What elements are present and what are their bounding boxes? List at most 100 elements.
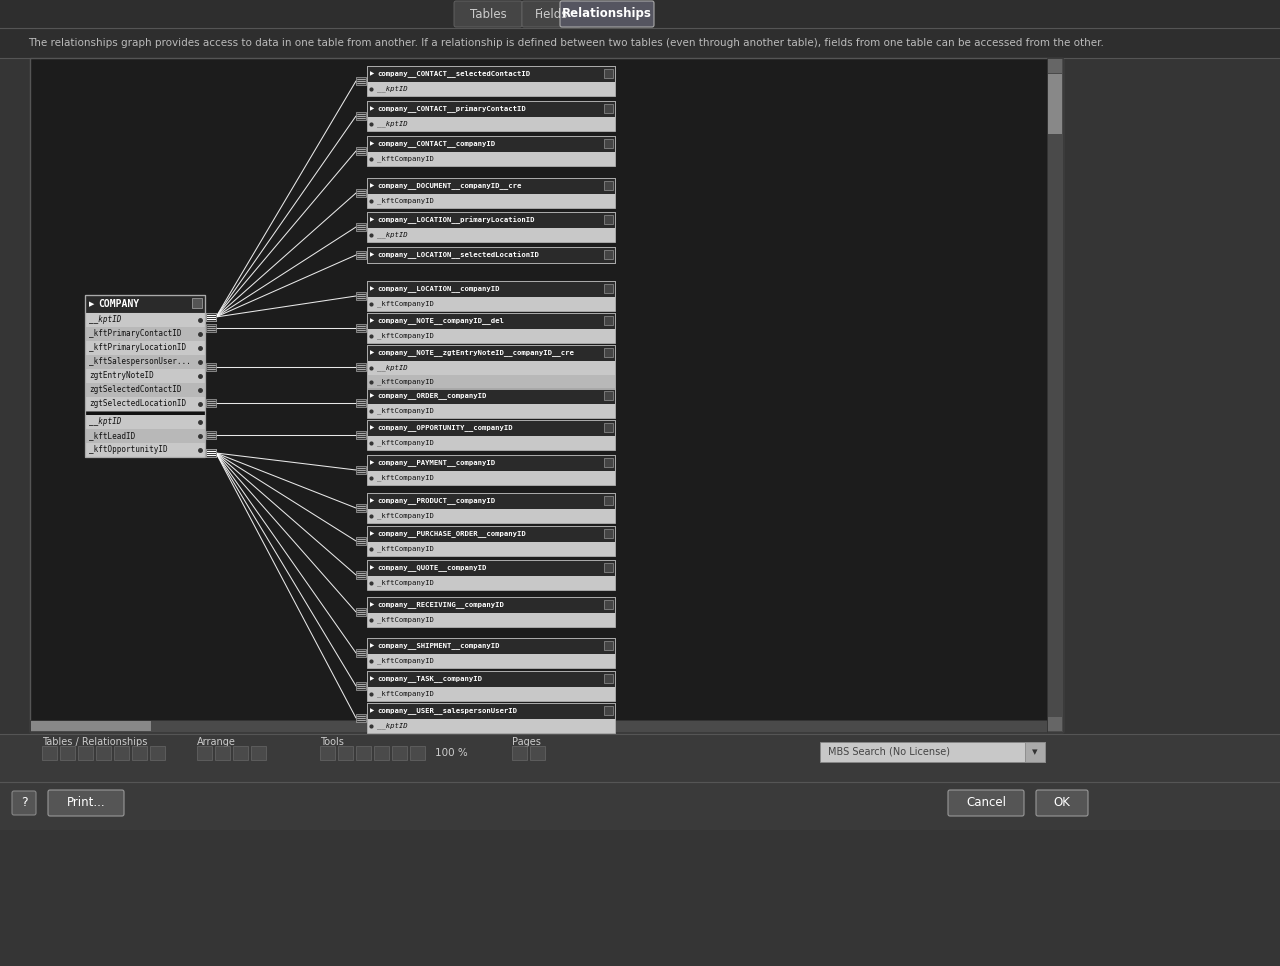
Text: ▶: ▶ <box>370 319 374 324</box>
FancyBboxPatch shape <box>948 790 1024 816</box>
Bar <box>84 327 205 341</box>
Bar <box>604 215 613 224</box>
Bar <box>410 746 425 760</box>
Text: Print...: Print... <box>67 797 105 810</box>
Text: ▶: ▶ <box>370 676 374 681</box>
Bar <box>367 194 614 208</box>
Text: company__PURCHASE_ORDER__companyID: company__PURCHASE_ORDER__companyID <box>378 530 526 537</box>
Bar <box>367 420 614 450</box>
Bar <box>367 613 614 627</box>
Bar <box>192 298 202 308</box>
Bar <box>356 504 366 512</box>
Bar <box>367 228 614 242</box>
Text: _kftCompanyID: _kftCompanyID <box>378 156 434 162</box>
Text: ▶: ▶ <box>370 461 374 466</box>
Bar <box>84 443 205 457</box>
Text: __kptID: __kptID <box>378 723 407 729</box>
Text: company__SHIPMENT__companyID: company__SHIPMENT__companyID <box>378 642 499 649</box>
Bar <box>206 449 216 457</box>
Bar <box>356 571 366 579</box>
Text: Fields: Fields <box>535 8 568 20</box>
Bar <box>84 355 205 369</box>
Bar <box>367 560 614 576</box>
Bar <box>96 746 111 760</box>
Text: OK: OK <box>1053 797 1070 810</box>
Bar <box>356 682 366 690</box>
Bar <box>0 28 1280 58</box>
Bar <box>84 411 205 415</box>
Bar <box>367 560 614 590</box>
Bar <box>367 493 614 509</box>
Text: ▶: ▶ <box>90 301 95 307</box>
Text: zgtSelectedContactID: zgtSelectedContactID <box>90 385 182 394</box>
Bar <box>356 466 366 474</box>
Bar <box>367 212 614 242</box>
Bar <box>374 746 389 760</box>
Bar <box>367 313 614 343</box>
Text: The relationships graph provides access to data in one table from another. If a : The relationships graph provides access … <box>28 38 1103 48</box>
Text: _kftCompanyID: _kftCompanyID <box>378 546 434 553</box>
Text: company__LOCATION__selectedLocationID: company__LOCATION__selectedLocationID <box>378 251 539 259</box>
Text: _kftCompanyID: _kftCompanyID <box>378 691 434 697</box>
Text: __kptID: __kptID <box>90 417 122 427</box>
Text: company__CONTACT__companyID: company__CONTACT__companyID <box>378 140 495 148</box>
Bar <box>206 313 216 321</box>
Bar <box>367 436 614 450</box>
Text: ▶: ▶ <box>370 106 374 111</box>
FancyBboxPatch shape <box>454 1 522 27</box>
Text: _kftCompanyID: _kftCompanyID <box>378 379 434 385</box>
Text: __kptID: __kptID <box>378 364 407 371</box>
Text: ▶: ▶ <box>370 71 374 76</box>
Bar <box>367 152 614 166</box>
Text: company__LOCATION__companyID: company__LOCATION__companyID <box>378 286 499 293</box>
Text: _kftCompanyID: _kftCompanyID <box>378 198 434 205</box>
Bar <box>367 388 614 404</box>
Text: ▶: ▶ <box>370 565 374 571</box>
Bar <box>356 147 366 155</box>
Bar <box>512 746 527 760</box>
Bar <box>367 178 614 194</box>
Text: ▶: ▶ <box>370 393 374 399</box>
Text: company__PAYMENT__companyID: company__PAYMENT__companyID <box>378 460 495 467</box>
Text: ▶: ▶ <box>370 643 374 648</box>
Bar <box>367 576 614 590</box>
Bar <box>367 136 614 166</box>
Text: _kftPrimaryLocationID: _kftPrimaryLocationID <box>90 344 186 353</box>
Bar <box>84 369 205 383</box>
Text: 100 %: 100 % <box>435 748 467 758</box>
Bar <box>206 431 216 439</box>
Text: __kptID: __kptID <box>90 316 122 325</box>
Bar <box>367 345 614 361</box>
Bar <box>338 746 353 760</box>
FancyBboxPatch shape <box>12 791 36 815</box>
Bar <box>0 734 1280 782</box>
Bar <box>367 281 614 311</box>
Text: company__CONTACT__primaryContactID: company__CONTACT__primaryContactID <box>378 105 526 113</box>
Bar <box>356 223 366 231</box>
Bar <box>367 638 614 654</box>
Bar <box>367 101 614 131</box>
Bar <box>367 671 614 701</box>
Text: zgtSelectedLocationID: zgtSelectedLocationID <box>90 400 186 409</box>
Bar <box>367 455 614 485</box>
Bar <box>356 363 366 371</box>
Bar <box>251 746 266 760</box>
Text: ▶: ▶ <box>370 531 374 536</box>
Bar <box>206 399 216 407</box>
Bar <box>367 671 614 687</box>
Bar <box>206 324 216 332</box>
Bar <box>367 388 614 418</box>
Bar <box>84 341 205 355</box>
Bar <box>150 746 165 760</box>
Text: ▶: ▶ <box>370 252 374 258</box>
Text: Relationships: Relationships <box>562 8 652 20</box>
Bar <box>367 212 614 228</box>
Bar <box>604 69 613 78</box>
Text: company__USER__salespersonUserID: company__USER__salespersonUserID <box>378 707 517 715</box>
Bar <box>367 542 614 556</box>
Text: ▶: ▶ <box>370 498 374 503</box>
Bar <box>356 324 366 332</box>
Bar <box>367 247 614 263</box>
Bar <box>367 703 614 719</box>
Bar <box>604 284 613 293</box>
